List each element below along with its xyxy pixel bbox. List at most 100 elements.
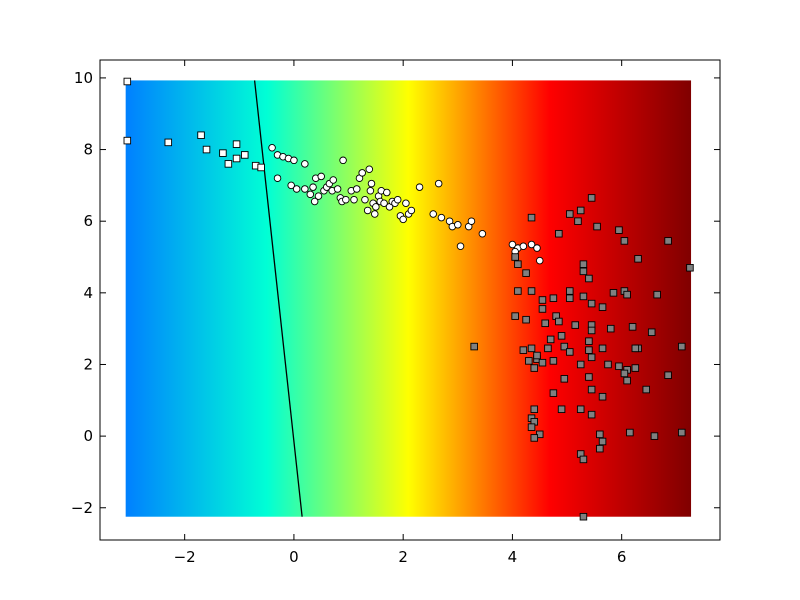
data-point xyxy=(232,154,241,163)
data-point xyxy=(546,335,555,344)
data-point xyxy=(470,342,478,351)
data-point xyxy=(361,195,369,204)
data-point xyxy=(290,156,298,165)
data-point xyxy=(585,274,593,283)
data-point xyxy=(549,389,558,397)
data-point xyxy=(571,321,579,329)
data-point xyxy=(647,328,656,336)
data-point xyxy=(587,194,596,202)
data-point xyxy=(342,195,350,204)
data-point xyxy=(557,405,566,414)
data-point xyxy=(593,222,601,231)
decision-boundary xyxy=(253,80,303,517)
data-point xyxy=(339,156,347,165)
y-axis: −2 0 2 4 6 8 10 xyxy=(71,69,720,517)
data-point xyxy=(268,144,276,152)
data-point xyxy=(164,138,173,147)
data-point xyxy=(232,140,241,148)
data-point xyxy=(598,437,607,446)
data-point xyxy=(538,305,547,313)
data-point xyxy=(549,357,558,365)
data-point xyxy=(555,229,563,238)
data-point xyxy=(407,206,416,215)
series-2 xyxy=(470,194,694,521)
data-point xyxy=(352,185,361,193)
data-point xyxy=(527,240,536,249)
data-point xyxy=(309,183,317,191)
data-point xyxy=(596,430,604,439)
data-point xyxy=(598,344,607,353)
data-point xyxy=(350,195,358,204)
x-tick-label: 4 xyxy=(508,548,518,566)
y-tick-label: 4 xyxy=(83,284,93,302)
data-point xyxy=(437,213,446,222)
y-tick-label: 6 xyxy=(83,212,93,230)
data-point xyxy=(576,206,585,215)
data-point xyxy=(519,346,528,354)
data-point xyxy=(314,192,323,200)
data-point xyxy=(587,353,596,362)
data-point xyxy=(574,217,582,225)
data-point xyxy=(301,185,309,193)
data-point xyxy=(544,344,552,353)
data-point xyxy=(287,181,295,190)
data-point xyxy=(626,428,634,437)
data-point xyxy=(317,172,325,181)
data-point xyxy=(310,197,319,206)
heatmap-background xyxy=(125,80,692,517)
data-point xyxy=(585,346,593,354)
data-point xyxy=(560,342,569,351)
data-point xyxy=(511,253,519,261)
data-point xyxy=(508,240,517,249)
decision-boundary-line xyxy=(253,80,303,517)
data-point xyxy=(664,237,672,245)
data-point xyxy=(478,229,487,238)
data-point xyxy=(527,287,536,295)
data-point xyxy=(598,392,607,401)
data-point xyxy=(566,294,574,302)
data-point xyxy=(560,375,569,383)
data-point xyxy=(549,294,558,302)
data-point xyxy=(219,149,227,157)
data-point xyxy=(530,364,539,372)
data-point xyxy=(533,351,541,360)
data-point xyxy=(241,151,249,159)
data-points xyxy=(123,77,694,521)
data-point xyxy=(653,290,661,299)
data-point xyxy=(678,342,686,351)
x-tick-label: 6 xyxy=(617,548,627,566)
data-point xyxy=(467,217,476,225)
data-point xyxy=(579,512,588,521)
data-point xyxy=(366,186,375,195)
y-tick-label: 10 xyxy=(74,69,93,87)
y-tick-label: 8 xyxy=(83,141,93,159)
data-point xyxy=(363,206,372,215)
data-point xyxy=(606,324,615,333)
data-point xyxy=(197,131,205,139)
series-1 xyxy=(268,144,544,265)
data-point xyxy=(678,428,686,437)
data-point xyxy=(371,210,379,218)
data-point xyxy=(579,267,588,276)
data-point xyxy=(579,260,588,268)
data-point xyxy=(587,410,596,419)
data-point xyxy=(587,326,596,335)
data-point xyxy=(393,195,402,204)
data-point xyxy=(623,376,631,385)
data-point xyxy=(365,165,374,174)
data-point xyxy=(557,332,566,340)
data-point xyxy=(604,360,612,369)
data-point xyxy=(566,287,574,295)
data-point xyxy=(535,256,544,265)
y-tick-label: −2 xyxy=(71,499,93,517)
data-point xyxy=(631,364,640,372)
x-tick-label: −2 xyxy=(174,548,196,566)
data-point xyxy=(415,183,424,191)
data-point xyxy=(576,405,585,414)
data-point xyxy=(664,371,672,379)
data-point xyxy=(301,160,309,168)
data-point xyxy=(598,303,607,311)
data-point xyxy=(372,203,380,211)
data-point xyxy=(402,199,410,208)
data-point xyxy=(615,362,623,371)
